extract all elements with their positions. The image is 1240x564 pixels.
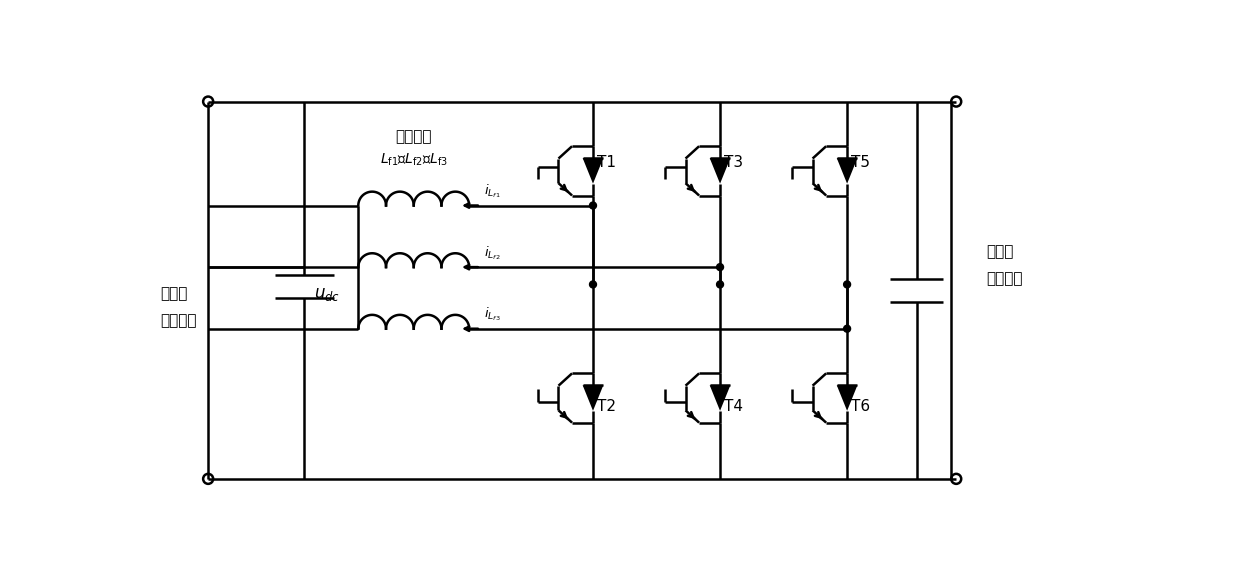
Text: 直流母线: 直流母线 (986, 271, 1022, 286)
Circle shape (589, 202, 596, 209)
Circle shape (589, 281, 596, 288)
Text: T3: T3 (724, 155, 743, 170)
Text: $i_{L_{f1}}$: $i_{L_{f1}}$ (484, 183, 501, 200)
Text: 滤波电感: 滤波电感 (396, 129, 432, 144)
Polygon shape (837, 385, 857, 411)
Polygon shape (709, 385, 730, 411)
Text: $i_{L_{f2}}$: $i_{L_{f2}}$ (484, 244, 501, 262)
Circle shape (717, 281, 723, 288)
Text: T1: T1 (596, 155, 616, 170)
Polygon shape (583, 385, 604, 411)
Text: T6: T6 (851, 399, 870, 414)
Text: 低压侧: 低压侧 (160, 287, 187, 302)
Text: T4: T4 (724, 399, 743, 414)
Circle shape (717, 263, 723, 271)
Circle shape (843, 325, 851, 332)
Text: T2: T2 (596, 399, 616, 414)
Text: $L_{\mathrm{f1}}$、$L_{\mathrm{f2}}$、$L_{\mathrm{f3}}$: $L_{\mathrm{f1}}$、$L_{\mathrm{f2}}$、$L_{… (379, 151, 448, 168)
Text: $u_{dc}$: $u_{dc}$ (314, 285, 340, 303)
Polygon shape (837, 158, 857, 184)
Text: 高压侧: 高压侧 (986, 244, 1013, 259)
Text: $i_{L_{f3}}$: $i_{L_{f3}}$ (484, 306, 501, 323)
Circle shape (843, 281, 851, 288)
Polygon shape (709, 158, 730, 184)
Text: T5: T5 (851, 155, 870, 170)
Text: 直流母线: 直流母线 (160, 314, 197, 328)
Polygon shape (583, 158, 604, 184)
